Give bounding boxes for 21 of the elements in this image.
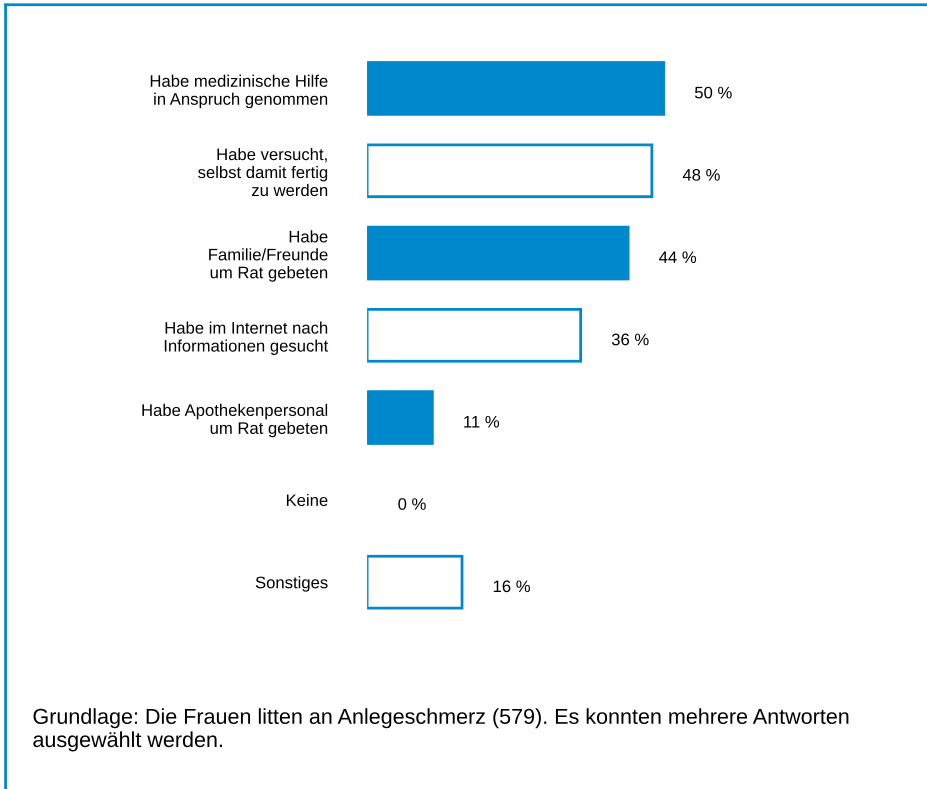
data-label: 0 %: [398, 498, 426, 510]
bar: [367, 226, 630, 280]
bar: [367, 143, 654, 198]
y-tick-label: Keine: [286, 494, 328, 506]
bar: [367, 554, 464, 610]
bar: [367, 390, 434, 445]
data-label: 48 %: [682, 168, 720, 181]
y-tick-label: Habe Familie/Freunde um Rat gebeten: [209, 230, 328, 282]
bar: [367, 308, 582, 363]
y-tick-label: Habe Apothekenpersonal um Rat gebeten: [142, 404, 328, 438]
data-label: 11 %: [464, 416, 500, 428]
text: Grundlage: Die Frauen litten an Anlegeschmerz (579). Es konnten mehrere Antworten ausgewählt werden.: [33, 708, 848, 752]
data-label: 16 %: [494, 580, 530, 592]
y-tick-label: Sonstiges: [256, 576, 328, 592]
bar: [367, 61, 666, 116]
data-label: 36 %: [612, 334, 649, 346]
y-tick-label: Habe versucht, selbst damit fertig zu werden: [198, 148, 328, 196]
data-label: 44 %: [659, 251, 696, 264]
y-tick-label: Habe im Internet nach Informationen gesucht: [164, 322, 328, 356]
y-tick-label: Habe medizinische Hilfe in Anspruch genommen: [150, 74, 328, 108]
data-label: 50 %: [694, 86, 732, 99]
